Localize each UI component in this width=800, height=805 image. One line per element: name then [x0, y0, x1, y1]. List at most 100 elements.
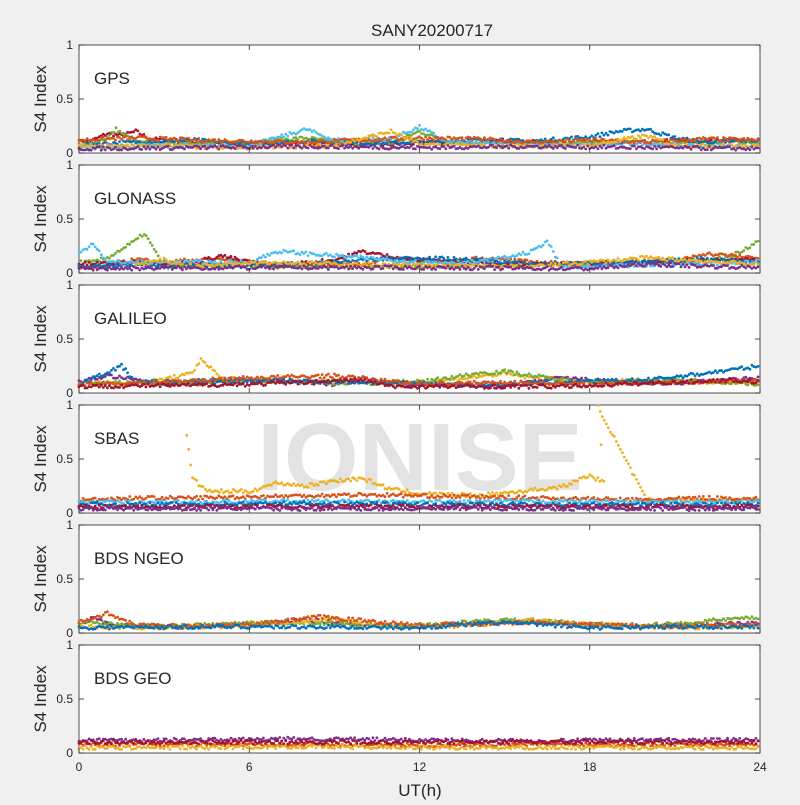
data-point [416, 127, 419, 130]
data-point [621, 130, 624, 133]
data-point [96, 261, 99, 264]
data-point [305, 251, 308, 254]
data-point [217, 148, 220, 151]
data-point [637, 259, 640, 262]
data-point [736, 263, 739, 266]
figure-title: SANY20200717 [371, 21, 493, 40]
y-tick-label: 1 [66, 158, 73, 172]
data-point [641, 140, 644, 143]
data-point [416, 141, 419, 144]
data-point [141, 235, 144, 238]
data-point [706, 148, 709, 151]
data-point [181, 268, 184, 271]
data-point [639, 136, 642, 139]
data-point [92, 243, 95, 246]
data-point [671, 256, 674, 259]
data-point [250, 265, 253, 268]
data-point [444, 138, 447, 141]
data-point [260, 256, 263, 259]
y-axis-label: S4 Index [31, 185, 50, 253]
data-point [140, 259, 143, 262]
data-point [657, 256, 660, 259]
data-point [471, 139, 474, 142]
data-point [757, 138, 760, 141]
data-point [459, 268, 462, 271]
data-point [753, 264, 756, 267]
data-point [744, 139, 747, 142]
data-point [299, 253, 302, 256]
data-point [716, 264, 719, 267]
data-point [378, 137, 381, 140]
data-point [220, 259, 223, 262]
data-point [278, 136, 281, 139]
data-point [552, 136, 555, 139]
data-point [597, 267, 600, 270]
data-point [428, 266, 431, 269]
data-point [607, 134, 610, 137]
data-point [420, 143, 423, 146]
data-point [169, 375, 172, 378]
data-point [147, 237, 150, 240]
data-point [216, 373, 219, 376]
data-point [284, 144, 287, 147]
data-point [546, 265, 549, 268]
data-point [477, 268, 480, 271]
data-point [382, 267, 385, 270]
data-point [726, 139, 729, 142]
data-point [183, 265, 186, 268]
data-point [268, 267, 271, 270]
data-point [432, 132, 435, 135]
data-point [185, 140, 188, 143]
data-point [80, 251, 83, 254]
data-point [580, 263, 583, 266]
data-point [345, 265, 348, 268]
data-point [708, 145, 711, 148]
data-point [688, 146, 691, 149]
data-point [755, 261, 758, 264]
data-point [286, 135, 289, 138]
data-point [730, 143, 733, 146]
data-point [335, 265, 338, 268]
data-point [749, 246, 752, 249]
data-point [515, 264, 518, 267]
data-point [94, 246, 97, 249]
data-point [114, 252, 117, 255]
data-point [367, 258, 370, 261]
data-point [659, 134, 662, 137]
data-point [266, 265, 269, 268]
data-point [165, 136, 168, 139]
data-point [390, 264, 393, 267]
data-point [386, 143, 389, 146]
data-point [746, 260, 749, 263]
data-point [115, 126, 118, 129]
data-point [124, 135, 127, 138]
data-point [128, 243, 131, 246]
data-point [519, 253, 522, 256]
data-point [149, 148, 152, 151]
data-point [361, 268, 364, 271]
panel-label: GPS [94, 69, 130, 88]
data-point [682, 139, 685, 142]
data-point [684, 137, 687, 140]
data-point [195, 140, 198, 143]
data-point [106, 269, 109, 272]
data-point [757, 144, 760, 147]
data-point [230, 255, 233, 258]
data-point [250, 139, 253, 142]
data-point [98, 139, 101, 142]
data-point [753, 243, 756, 246]
data-point [307, 139, 310, 142]
data-point [444, 267, 447, 270]
data-point [392, 267, 395, 270]
data-point [157, 146, 160, 149]
data-point [173, 137, 176, 140]
data-point [497, 256, 500, 259]
data-point [424, 127, 427, 130]
data-point [132, 140, 135, 143]
data-point [694, 264, 697, 267]
data-point [147, 145, 150, 148]
data-point [282, 136, 285, 139]
data-point [491, 260, 494, 263]
data-point [678, 262, 681, 265]
